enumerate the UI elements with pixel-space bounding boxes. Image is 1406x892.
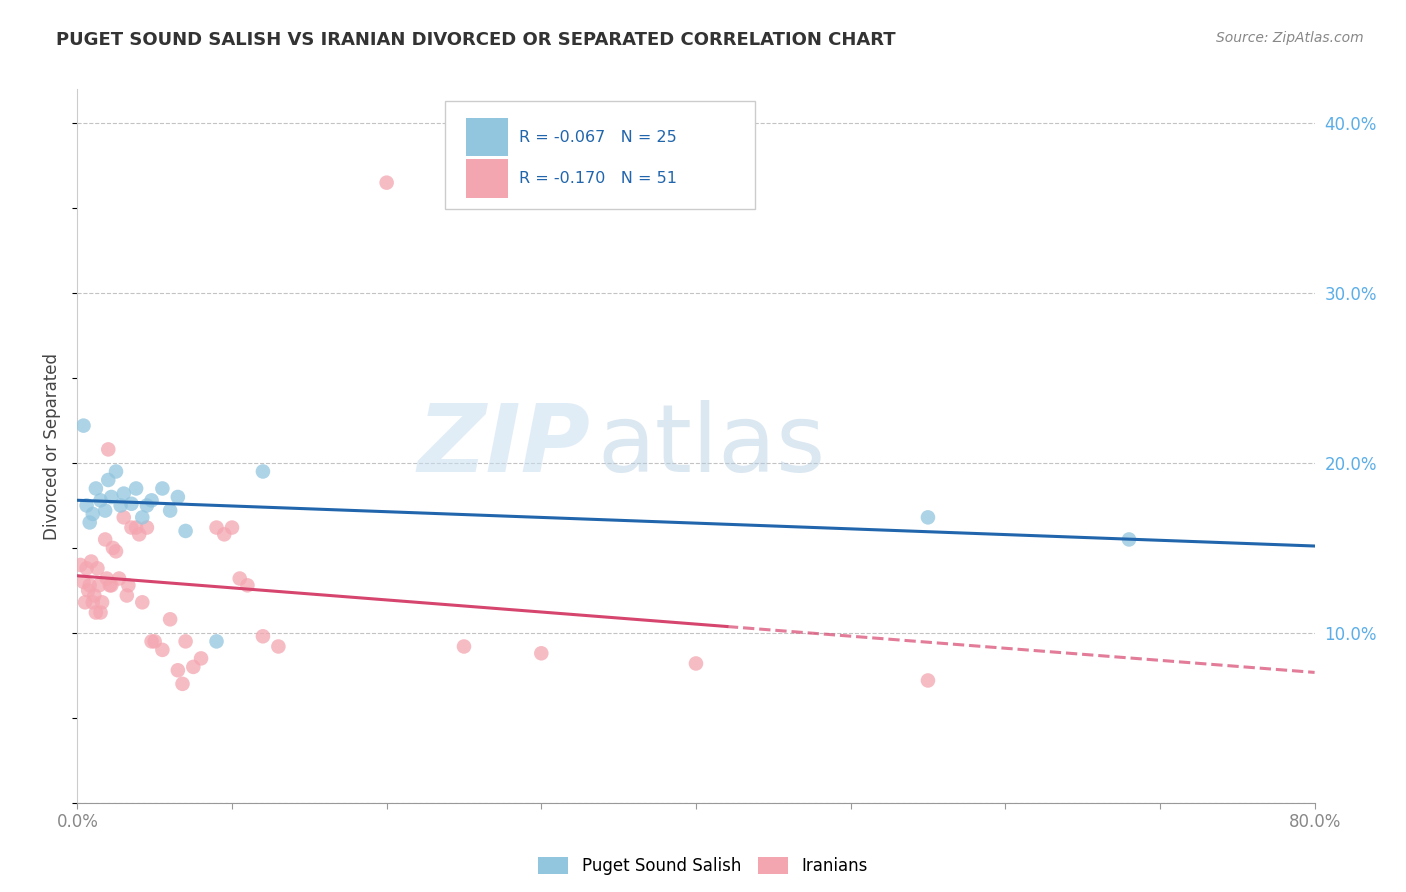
- Point: [1118, 533, 1140, 547]
- Point: [105, 465, 128, 479]
- Point: [236, 578, 259, 592]
- Point: [205, 634, 228, 648]
- Text: atlas: atlas: [598, 400, 825, 492]
- Point: [110, 499, 132, 513]
- Point: [90, 606, 112, 620]
- Point: [917, 673, 939, 688]
- Legend: Puget Sound Salish, Iranians: Puget Sound Salish, Iranians: [538, 856, 868, 875]
- Point: [917, 510, 939, 524]
- Point: [121, 520, 143, 534]
- Point: [72, 574, 94, 589]
- Point: [252, 465, 274, 479]
- Text: ZIP: ZIP: [418, 400, 591, 492]
- Y-axis label: Divorced or Separated: Divorced or Separated: [44, 352, 62, 540]
- Point: [82, 507, 104, 521]
- Point: [530, 646, 553, 660]
- Point: [125, 482, 148, 496]
- Text: R = -0.067   N = 25: R = -0.067 N = 25: [519, 129, 676, 145]
- Point: [76, 499, 98, 513]
- Point: [167, 490, 190, 504]
- Point: [141, 493, 163, 508]
- Point: [375, 176, 398, 190]
- Text: Source: ZipAtlas.com: Source: ZipAtlas.com: [1216, 31, 1364, 45]
- Point: [183, 660, 205, 674]
- Point: [112, 486, 135, 500]
- Point: [76, 561, 98, 575]
- Point: [97, 442, 120, 457]
- Point: [136, 520, 159, 534]
- Point: [100, 490, 122, 504]
- Point: [84, 482, 107, 496]
- Point: [117, 578, 139, 592]
- Point: [152, 482, 174, 496]
- Point: [141, 634, 163, 648]
- Point: [84, 606, 107, 620]
- Point: [77, 583, 100, 598]
- Point: [94, 533, 117, 547]
- Point: [72, 418, 94, 433]
- Point: [190, 651, 212, 665]
- Point: [101, 541, 124, 555]
- Point: [205, 520, 228, 534]
- Point: [87, 578, 110, 592]
- Point: [143, 634, 166, 648]
- FancyBboxPatch shape: [444, 102, 755, 209]
- Point: [159, 503, 181, 517]
- Point: [91, 595, 114, 609]
- Point: [75, 595, 96, 609]
- Point: [80, 555, 103, 569]
- Point: [83, 589, 105, 603]
- Point: [172, 677, 194, 691]
- Point: [94, 503, 117, 517]
- Point: [96, 572, 118, 586]
- Point: [105, 544, 128, 558]
- FancyBboxPatch shape: [465, 118, 508, 156]
- Point: [152, 643, 174, 657]
- Point: [100, 578, 122, 592]
- Point: [159, 612, 181, 626]
- Point: [131, 510, 153, 524]
- Point: [267, 640, 290, 654]
- Point: [136, 499, 159, 513]
- Point: [98, 578, 121, 592]
- Point: [86, 561, 108, 575]
- Point: [685, 657, 707, 671]
- Point: [121, 497, 143, 511]
- Point: [90, 493, 112, 508]
- Text: PUGET SOUND SALISH VS IRANIAN DIVORCED OR SEPARATED CORRELATION CHART: PUGET SOUND SALISH VS IRANIAN DIVORCED O…: [56, 31, 896, 49]
- Point: [108, 572, 131, 586]
- Point: [82, 595, 104, 609]
- FancyBboxPatch shape: [465, 159, 508, 198]
- Point: [69, 558, 91, 572]
- Point: [174, 634, 197, 648]
- Point: [125, 520, 148, 534]
- Point: [115, 589, 138, 603]
- Point: [453, 640, 475, 654]
- Point: [79, 516, 101, 530]
- Point: [97, 473, 120, 487]
- Point: [214, 527, 236, 541]
- Point: [229, 572, 252, 586]
- Point: [128, 527, 150, 541]
- Point: [79, 578, 101, 592]
- Point: [167, 663, 190, 677]
- Point: [174, 524, 197, 538]
- Point: [252, 629, 274, 643]
- Point: [221, 520, 243, 534]
- Point: [112, 510, 135, 524]
- Point: [131, 595, 153, 609]
- Text: R = -0.170   N = 51: R = -0.170 N = 51: [519, 171, 678, 186]
